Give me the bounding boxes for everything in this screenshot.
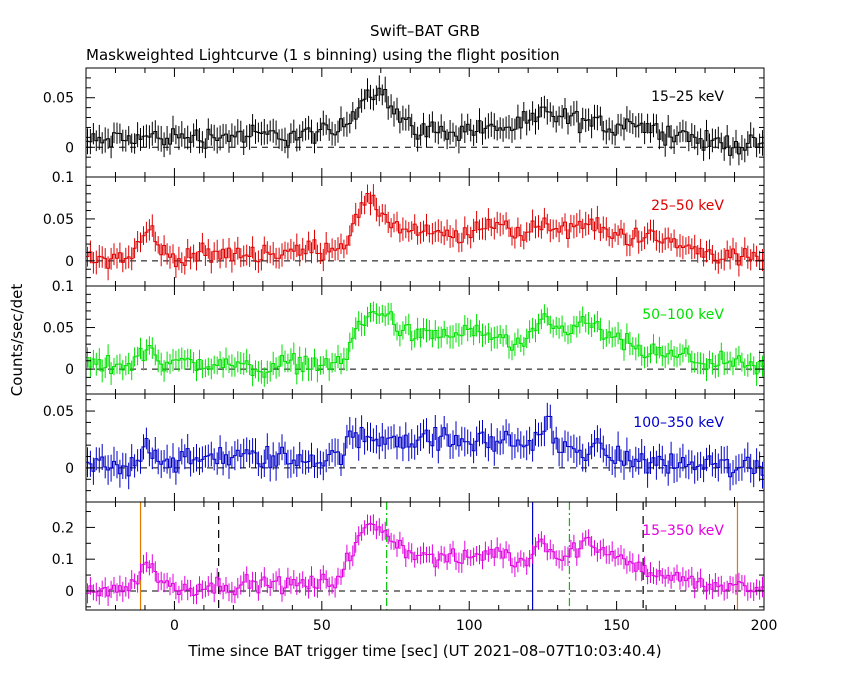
band-label: 15–25 keV [651,89,724,105]
series-3 [86,402,764,491]
chart-subtitle: Maskweighted Lightcurve (1 s binning) us… [86,46,560,64]
y-tick-label: 0.05 [43,321,74,337]
y-tick-label: 0.1 [52,170,74,186]
x-tick-label: 150 [603,618,630,634]
band-label: 15–350 keV [642,523,724,539]
x-tick-label: 0 [170,618,179,634]
panel-4: 0 0.1 0.2 15–350 keV [52,501,765,611]
series-2 [86,301,764,387]
y-tick-label: 0.2 [52,520,74,536]
y-tick-label: 0 [65,461,74,477]
x-tick-label: 200 [751,618,778,634]
band-label: 50–100 keV [642,307,724,323]
chart-title: Swift–BAT GRB [370,22,480,40]
panel-0: 0 0.05 15–25 keV [43,67,765,178]
y-tick-label: 0 [65,254,74,270]
x-tick-label: 50 [313,618,331,634]
series-1 [86,184,764,281]
y-tick-label: 0 [65,140,74,156]
panel-frame [85,501,765,611]
lightcurve-line [86,415,764,478]
y-tick-label: 0.05 [43,91,74,107]
lightcurve-line [86,87,764,156]
y-axis-label: Counts/sec/det [8,284,26,397]
y-tick-label: 0 [65,362,74,378]
y-tick-label: 0.05 [43,404,74,420]
x-axis-label: Time since BAT trigger time [sec] (UT 20… [187,642,661,660]
panel-2: 0 0.05 0.1 50–100 keV [43,279,765,395]
y-tick-label: 0.1 [52,552,74,568]
panels: 0 0.05 15–25 keV 0 0.05 0.1 25–50 keV 0 0.05 0.1 5… [43,67,778,634]
panel-3: 0 0.05 100–350 keV [43,393,765,503]
series-0 [86,75,764,166]
panel-frame [85,285,765,395]
y-tick-label: 0.05 [43,212,74,228]
lightcurve-line [86,193,764,269]
y-tick-label: 0.1 [52,279,74,295]
band-label: 100–350 keV [633,415,724,431]
band-label: 25–50 keV [651,198,724,214]
x-tick-label: 100 [456,618,483,634]
lightcurve-line [86,311,764,378]
lightcurve-line [86,522,764,597]
panel-1: 0 0.05 0.1 25–50 keV [43,170,765,287]
series-4 [86,514,764,606]
y-tick-label: 0 [65,584,74,600]
